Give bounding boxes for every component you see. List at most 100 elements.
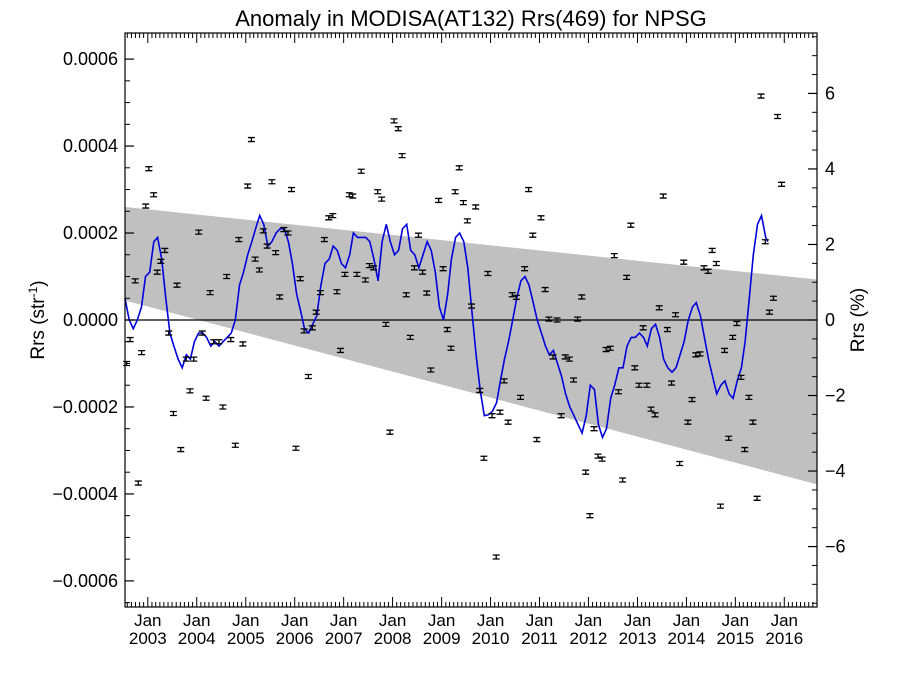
y-tick-label: 0.0002 (63, 223, 118, 243)
data-point (244, 183, 252, 189)
data-point (206, 289, 214, 296)
data-point (145, 166, 153, 172)
data-point (553, 317, 561, 323)
data-point (476, 387, 484, 394)
data-point (215, 339, 223, 345)
data-point (259, 228, 267, 234)
data-point (708, 247, 716, 254)
y2-tick-label: −2 (825, 386, 846, 406)
data-point (643, 382, 651, 388)
x-tick-month-label: Jan (673, 611, 700, 630)
data-point (406, 334, 414, 341)
data-point (341, 271, 349, 277)
data-point (672, 312, 680, 318)
data-point (316, 289, 324, 296)
x-tick-month-label: Jan (722, 611, 749, 630)
data-point (325, 215, 333, 221)
data-point (484, 270, 492, 277)
y2-tick-label: 4 (825, 159, 835, 179)
data-point (150, 192, 158, 198)
data-point (635, 382, 643, 388)
data-point (733, 320, 741, 327)
data-point (378, 196, 386, 202)
data-point (541, 286, 549, 293)
data-point (423, 290, 431, 296)
data-point (410, 265, 418, 271)
data-point (186, 388, 194, 394)
data-point (769, 295, 777, 301)
data-point (235, 236, 243, 243)
x-tick-year-label: 2013 (619, 629, 657, 648)
data-point (655, 305, 663, 311)
data-point (336, 347, 344, 354)
data-point (345, 192, 353, 198)
data-point (157, 258, 165, 264)
data-point (606, 345, 614, 351)
data-point (353, 271, 361, 277)
data-point (525, 186, 533, 193)
data-point (263, 243, 271, 249)
data-point (512, 294, 520, 301)
data-point (276, 294, 284, 300)
data-point (320, 236, 328, 243)
data-point (231, 442, 239, 448)
data-point (463, 218, 471, 224)
data-point (447, 345, 455, 351)
data-point (284, 230, 292, 236)
data-point (749, 419, 757, 425)
data-point (570, 377, 578, 383)
data-point (382, 321, 390, 327)
data-point (177, 446, 185, 453)
data-point (500, 378, 508, 384)
data-point (182, 356, 190, 362)
data-point (195, 229, 203, 235)
data-point (131, 278, 139, 284)
y2-tick-label: 2 (825, 234, 835, 254)
data-point (504, 419, 512, 425)
data-point (455, 165, 463, 171)
data-point (308, 325, 316, 331)
data-point (272, 249, 280, 256)
data-point (549, 354, 557, 360)
data-point (725, 435, 733, 441)
data-point (745, 394, 753, 401)
data-point (651, 412, 659, 418)
x-tick-year-label: 2004 (178, 629, 216, 648)
data-point (329, 212, 337, 219)
data-point (545, 316, 553, 322)
data-point (268, 179, 276, 185)
data-point (492, 554, 500, 560)
y2-tick-label: 6 (825, 83, 835, 103)
x-tick-month-label: Jan (526, 611, 553, 630)
data-point (134, 480, 142, 486)
y-axis-label-sup: -1 (26, 286, 40, 297)
x-tick-year-label: 2009 (423, 629, 461, 648)
data-point (386, 429, 394, 435)
data-point (312, 309, 320, 315)
plot-area: −0.0006 −0.0004 −0.0002 0.0000 0.0002 0.0004 0… (52, 32, 846, 648)
data-point (586, 513, 594, 519)
data-point (402, 292, 410, 298)
x-tick-year-label: 2016 (765, 629, 803, 648)
data-point (198, 330, 206, 336)
data-point (169, 410, 177, 417)
data-point (219, 404, 227, 410)
data-point (537, 215, 545, 221)
y2-tick-label: 0 (825, 310, 835, 330)
data-point (414, 232, 422, 238)
x-tick-year-label: 2005 (227, 629, 265, 648)
chart-title: Anomaly in MODISA(AT132) Rrs(469) for NP… (235, 6, 707, 31)
x-tick-month-label: Jan (232, 611, 259, 630)
data-point (138, 349, 146, 356)
y-tick-label: 0.0000 (63, 310, 118, 330)
data-point (639, 325, 647, 331)
data-point (676, 460, 684, 467)
data-point (668, 380, 676, 386)
y2-tick-label: −6 (825, 537, 846, 557)
data-point (239, 341, 247, 347)
data-point (565, 356, 573, 362)
data-point (173, 282, 181, 288)
x-tick-year-label: 2010 (472, 629, 510, 648)
x-tick-month-label: Jan (575, 611, 602, 630)
